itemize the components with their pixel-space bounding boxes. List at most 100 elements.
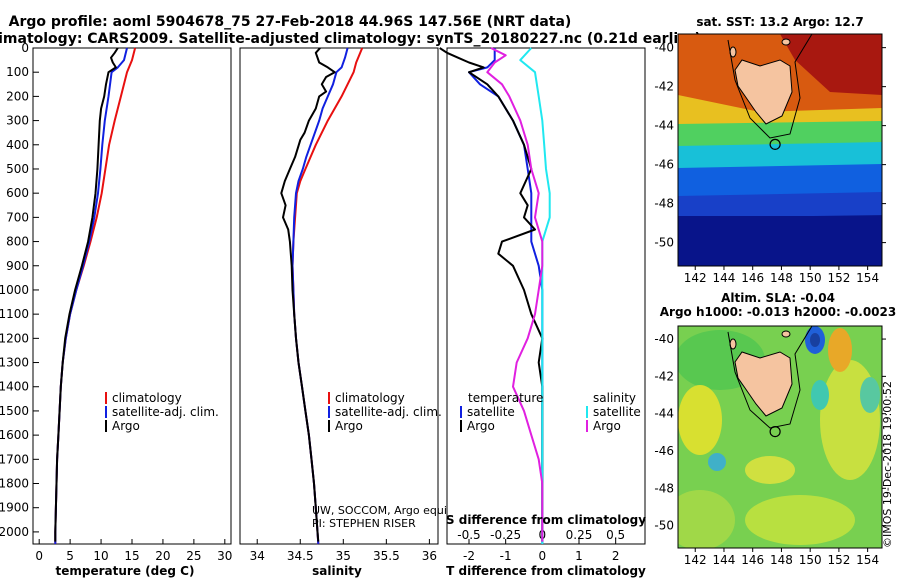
lon-tick-label: 144 xyxy=(713,553,736,567)
legend-label-argo: Argo xyxy=(112,419,140,433)
temperature-axis-ticks: 0 5 10 15 20 25 30 xyxy=(35,539,232,563)
x-tick-label: 0 xyxy=(539,549,547,563)
salinity-axis-label: salinity xyxy=(312,564,362,578)
depth-tick-label: 1500 xyxy=(0,404,29,418)
series-line-argo xyxy=(280,47,336,542)
lon-tick-label: 154 xyxy=(856,271,879,285)
depth-tick-label: 200 xyxy=(6,89,29,103)
profile-location-marker xyxy=(769,425,781,438)
depth-tick-label: 700 xyxy=(6,210,29,224)
series-line-argo xyxy=(54,47,119,542)
lon-tick-label: 142 xyxy=(684,271,707,285)
x-tick-label: 5 xyxy=(66,549,74,563)
temperature-legend: climatology satellite-adj. clim. Argo xyxy=(105,391,219,433)
lon-tick-label: 148 xyxy=(770,271,793,285)
sst-map-lon-ticks: 142 144 146 148 150 152 154 xyxy=(684,266,879,285)
lat-tick-label: -40 xyxy=(654,41,674,55)
figure-title-line2: Climatology: CARS2009. Satellite-adjuste… xyxy=(0,31,701,47)
depth-tick-label: 400 xyxy=(6,138,29,152)
legend-label-s-satellite: satellite xyxy=(593,405,641,419)
salinity-profile-lines xyxy=(280,47,364,545)
credit-line1: UW, SOCCOM, Argo equivalent xyxy=(312,504,482,517)
x-tick-label: 35 xyxy=(336,549,351,563)
difference-legend: temperature satellite Argo salinity sate… xyxy=(460,391,641,433)
s-tick-label: -0.25 xyxy=(490,528,521,542)
difference-axes-frame xyxy=(446,47,646,545)
lat-tick-label: -42 xyxy=(654,80,674,94)
salinity-legend: climatology satellite-adj. clim. Argo xyxy=(328,391,442,433)
salinity-axes-frame xyxy=(239,47,439,545)
sst-map-frame xyxy=(677,33,883,267)
difference-profile-lines xyxy=(439,47,551,544)
lat-tick-label: -50 xyxy=(654,236,674,250)
lat-tick-label: -46 xyxy=(654,444,674,458)
sst-map-title: sat. SST: 13.2 Argo: 12.7 xyxy=(696,15,863,29)
lat-tick-label: -50 xyxy=(654,519,674,533)
s-tick-label: 0.5 xyxy=(606,528,625,542)
x-tick-label: 0 xyxy=(35,549,43,563)
depth-tick-label: 900 xyxy=(6,259,29,273)
lat-tick-label: -48 xyxy=(654,197,674,211)
s-tick-label: 0.25 xyxy=(566,528,593,542)
s-tick-label: -0.5 xyxy=(457,528,480,542)
lon-tick-label: 144 xyxy=(713,271,736,285)
lon-tick-label: 152 xyxy=(827,553,850,567)
x-tick-label: 34.5 xyxy=(287,549,314,563)
lon-tick-label: 148 xyxy=(770,553,793,567)
sla-map-lat-ticks: -40 -42 -44 -46 -48 -50 xyxy=(654,332,886,533)
legend-heading-temperature: temperature xyxy=(468,391,543,405)
lat-tick-label: -40 xyxy=(654,332,674,346)
timestamp-credit: ©IMOS 19-Dec-2018 19:00:52 xyxy=(881,381,894,548)
x-tick-label: 10 xyxy=(93,549,108,563)
sst-field xyxy=(678,34,882,266)
sla-field xyxy=(678,326,882,548)
legend-label-satellite-adj: satellite-adj. clim. xyxy=(335,405,442,419)
depth-tick-label: 1000 xyxy=(0,283,29,297)
legend-label-s-argo: Argo xyxy=(593,419,621,433)
x-tick-label: 20 xyxy=(155,549,170,563)
depth-tick-label: 100 xyxy=(6,65,29,79)
legend-label-satellite-adj: satellite-adj. clim. xyxy=(112,405,219,419)
depth-tick-label: 1800 xyxy=(0,477,29,491)
depth-tick-label: 1900 xyxy=(0,501,29,515)
s-difference-axis-label: S difference from climatology xyxy=(446,513,646,527)
x-tick-label: 35.5 xyxy=(373,549,400,563)
depth-tick-label: 300 xyxy=(6,114,29,128)
x-tick-label: 34 xyxy=(250,549,265,563)
sla-map-title2: Argo h1000: -0.013 h2000: -0.0023 xyxy=(660,305,896,319)
x-tick-label: 36 xyxy=(422,549,437,563)
salinity-axis-ticks: 34 34.5 35 35.5 36 xyxy=(250,539,437,563)
legend-label-argo: Argo xyxy=(335,419,363,433)
difference-panel: -2 -1 0 1 2 -0.5 -0.25 0 0.25 0.5 S difference f… xyxy=(439,47,646,578)
depth-tick-label: 800 xyxy=(6,235,29,249)
lon-tick-label: 152 xyxy=(827,271,850,285)
x-tick-label: 30 xyxy=(217,549,232,563)
x-tick-label: 25 xyxy=(186,549,201,563)
t-difference-axis-label: T difference from climatology xyxy=(446,564,646,578)
x-tick-label: 15 xyxy=(124,549,139,563)
sla-map-lon-ticks: 142 144 146 148 150 152 154 xyxy=(684,548,879,567)
credit-line2: PI: STEPHEN RISER xyxy=(312,517,416,530)
sst-map-lat-ticks: -40 -42 -44 -46 -48 -50 xyxy=(654,41,886,250)
x-tick-label: -1 xyxy=(500,549,512,563)
lon-tick-label: 146 xyxy=(741,553,764,567)
lat-tick-label: -48 xyxy=(654,481,674,495)
lon-tick-label: 150 xyxy=(799,271,822,285)
depth-tick-label: 1600 xyxy=(0,428,29,442)
legend-label-t-argo: Argo xyxy=(467,419,495,433)
depth-tick-label: 1700 xyxy=(0,452,29,466)
lat-tick-label: -44 xyxy=(654,407,674,421)
temperature-panel: 0100200300400500600700800900100011001200… xyxy=(0,41,452,578)
legend-label-climatology: climatology xyxy=(335,391,405,405)
depth-tick-label: 0 xyxy=(21,41,29,55)
depth-tick-label: 1300 xyxy=(0,356,29,370)
series-line-salinity-argo xyxy=(486,47,544,542)
depth-tick-label: 1400 xyxy=(0,380,29,394)
salinity-panel: 34 34.5 35 35.5 36 salinity climatology sate… xyxy=(239,47,482,578)
lat-tick-label: -42 xyxy=(654,369,674,383)
lon-tick-label: 154 xyxy=(856,553,879,567)
depth-tick-label: 1100 xyxy=(0,307,29,321)
sla-map-frame xyxy=(677,325,883,549)
temperature-axis-label: temperature (deg C) xyxy=(56,564,195,578)
